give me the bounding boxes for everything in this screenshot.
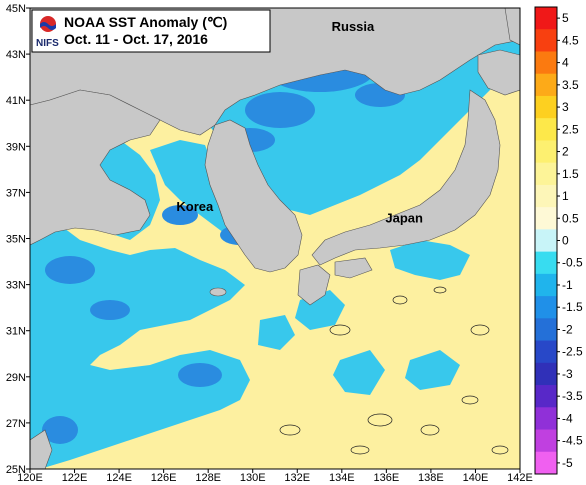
colorbar-swatch [535, 273, 557, 297]
lon-tick-label: 124E [106, 472, 132, 484]
colorbar: 5 4.5 4 3.5 3 2.5 2 1.5 1 0.5 0 -0.5 -1 -1.5 -2 -2.5 -3 -… [534, 6, 583, 475]
lon-tick-label: 136E [374, 472, 400, 484]
land-taiwan [30, 429, 53, 469]
lat-tick-label: 41N [6, 95, 26, 107]
colorbar-swatch [535, 407, 557, 431]
land-japan-shikoku [334, 257, 373, 279]
land-japan-kyushu [297, 264, 331, 306]
map-date-range: Oct. 11 - Oct. 17, 2016 [64, 31, 208, 47]
colorbar-swatch [535, 162, 557, 186]
colorbar-swatch [535, 229, 557, 253]
lon-tick-label: 128E [195, 472, 221, 484]
colorbar-swatch [535, 73, 557, 97]
colorbar-label: -1.5 [562, 300, 583, 314]
colorbar-label: -4.5 [562, 434, 583, 448]
land-china-coast [30, 89, 161, 246]
place-label-japan: Japan [385, 210, 423, 225]
nifs-logo: NIFS [36, 16, 59, 49]
colorbar-label: 4 [562, 56, 569, 70]
colorbar-swatch [535, 296, 557, 319]
colorbar-label: 2 [562, 145, 569, 159]
colorbar-label: -3 [562, 367, 573, 381]
lon-tick-label: 126E [151, 472, 177, 484]
lon-tick-label: 142E [507, 472, 533, 484]
land-japan-honshu [311, 89, 501, 266]
colorbar-label: 2.5 [562, 122, 579, 136]
colorbar-swatch [535, 51, 557, 75]
colorbar-swatch [535, 318, 557, 342]
lon-tick-label: 122E [62, 472, 88, 484]
longitude-axis: 120E 122E 124E 126E 128E 130E 132E 134E 136E 138E… [17, 469, 533, 484]
place-labels: Russia Korea Japan [176, 19, 423, 225]
place-label-russia: Russia [332, 19, 375, 34]
colorbar-label: 3 [562, 100, 569, 114]
latitude-axis: 25N 27N 29N 31N 33N 35N 37N 39N 41N 43N 45N [6, 3, 30, 476]
map-title: NOAA SST Anomaly (℃) [64, 14, 227, 30]
colorbar-swatch [535, 118, 557, 141]
colorbar-swatch [535, 140, 557, 164]
colorbar-label: -2.5 [562, 345, 583, 359]
colorbar-label: -0.5 [562, 256, 583, 270]
lon-tick-label: 132E [284, 472, 310, 484]
colorbar-swatch [535, 451, 557, 475]
lat-tick-label: 33N [6, 280, 26, 292]
lat-tick-label: 35N [6, 234, 26, 246]
title-box-frame [31, 9, 271, 53]
colorbar-swatch [535, 385, 557, 408]
colorbar-swatch [535, 7, 557, 30]
lon-tick-label: 140E [463, 472, 489, 484]
lat-tick-label: 45N [6, 3, 26, 15]
colorbar-label: -3.5 [562, 389, 583, 403]
lon-tick-label: 120E [17, 472, 43, 484]
colorbar-label: 3.5 [562, 78, 579, 92]
lat-tick-label: 43N [6, 49, 26, 61]
colorbar-swatch [535, 29, 557, 52]
nifs-logo-wave-icon [40, 22, 56, 30]
title-box: NIFS NOAA SST Anomaly (℃) Oct. 11 - Oct.… [31, 9, 271, 53]
land-sakhalin [504, 8, 520, 46]
colorbar-swatch [535, 184, 557, 208]
colorbar-swatch [535, 340, 557, 364]
colorbar-label: 0.5 [562, 211, 579, 225]
colorbar-label: -5 [562, 456, 573, 470]
lat-tick-label: 29N [6, 372, 26, 384]
lat-tick-label: 37N [6, 187, 26, 199]
colorbar-swatch [535, 95, 557, 119]
place-label-korea: Korea [176, 199, 214, 214]
lon-tick-label: 134E [329, 472, 355, 484]
colorbar-swatch [535, 251, 557, 275]
colorbar-label: -4 [562, 411, 573, 425]
lat-tick-label: 31N [6, 326, 26, 338]
nifs-logo-text: NIFS [36, 38, 59, 49]
colorbar-label: 1 [562, 189, 569, 203]
map-plot-area [30, 8, 520, 469]
lon-tick-label: 130E [240, 472, 266, 484]
colorbar-label: 0 [562, 234, 569, 248]
lat-tick-label: 25N [6, 464, 26, 476]
colorbar-label: 4.5 [562, 33, 579, 47]
colorbar-swatch [535, 429, 557, 453]
colorbar-swatch [535, 207, 557, 230]
lat-tick-label: 39N [6, 141, 26, 153]
anomaly-contours [279, 286, 509, 455]
colorbar-label: -2 [562, 322, 573, 336]
land-japan-hokkaido [477, 49, 520, 96]
colorbar-label: -1 [562, 278, 573, 292]
lat-tick-label: 27N [6, 418, 26, 430]
lon-tick-label: 138E [418, 472, 444, 484]
land-jeju [209, 287, 227, 297]
colorbar-swatch [535, 362, 557, 386]
colorbar-label: 5 [562, 11, 569, 25]
land-korea [204, 119, 303, 273]
colorbar-label: 1.5 [562, 167, 579, 181]
